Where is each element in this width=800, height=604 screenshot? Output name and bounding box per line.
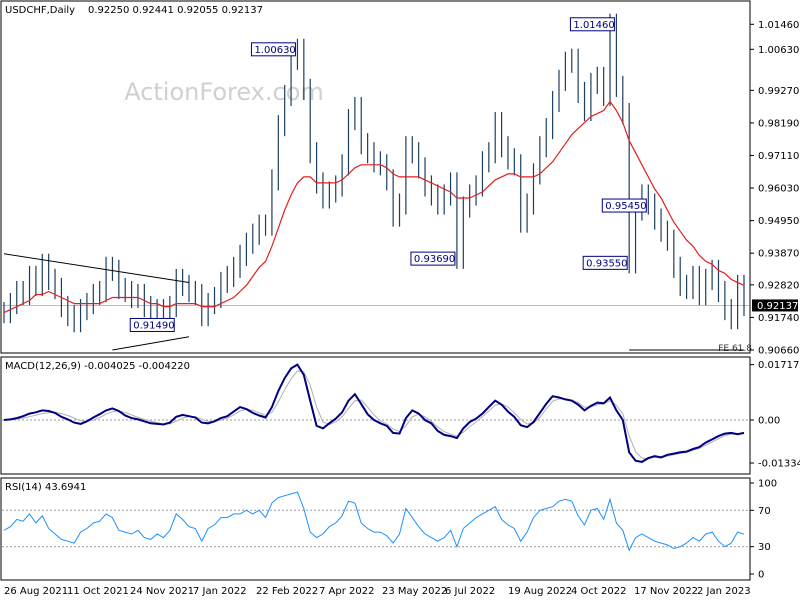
x-axis-label: 17 Nov 2022 — [634, 586, 698, 597]
rsi-pane-title: RSI(14) 43.6941 — [5, 482, 86, 493]
trendline — [3, 253, 190, 283]
price-ytick-label: 0.96030 — [758, 184, 799, 195]
x-axis-label: 23 May 2022 — [382, 586, 447, 597]
x-axis-label: 22 Feb 2022 — [256, 586, 318, 597]
x-axis-label: 24 Nov 2021 — [130, 586, 194, 597]
x-axis-label: 11 Oct 2021 — [67, 586, 129, 597]
annotation-box — [582, 255, 628, 270]
moving-average-line — [3, 100, 745, 314]
annotation-label: 0.95450 — [605, 201, 646, 212]
rsi-series — [2, 491, 749, 552]
x-axis-label: 7 Jan 2022 — [193, 586, 247, 597]
x-axis-label: 4 Oct 2022 — [571, 586, 626, 597]
trendline — [112, 336, 190, 351]
price-ohlc: 0.92250 0.92441 0.92055 0.92137 — [88, 5, 263, 16]
price-ytick-label: 0.91740 — [758, 313, 799, 324]
x-axis-label: 2 Jan 2023 — [697, 586, 751, 597]
price-ytick-label: 0.93870 — [758, 249, 799, 260]
current-price-box — [752, 299, 798, 312]
fe-label: FE 61.8 — [718, 344, 752, 354]
rsi-pane — [0, 477, 751, 581]
price-ytick-label: 1.00630 — [758, 45, 799, 56]
annotation-label: 0.93690 — [414, 254, 455, 265]
annotation-box — [569, 17, 615, 32]
price-ytick-label: 0.99270 — [758, 86, 799, 97]
annotation-label: 1.00630 — [254, 45, 295, 56]
trendlines — [3, 253, 744, 351]
annotation-box — [129, 317, 175, 332]
macd-main-line — [3, 363, 745, 463]
price-pane-title: USDCHF,Daily — [5, 5, 75, 16]
macd-ytick-label: -0.01334 — [758, 459, 800, 470]
macd-ytick-label: 0.00 — [758, 416, 780, 427]
y-axis-labels: 1.01460 1.00630 0.99270 0.98190 0.97110 0.960… — [750, 20, 800, 581]
price-pane — [0, 0, 751, 354]
rsi-ytick-label: 100 — [758, 479, 777, 490]
x-axis-label: 6 Jul 2022 — [445, 586, 495, 597]
price-annotations: 1.01460 1.00630 0.95450 0.93690 0.93550 0.914… — [129, 17, 647, 332]
rsi-ytick-label: 70 — [758, 506, 771, 517]
annotation-label: 1.01460 — [573, 20, 614, 31]
macd-pane-title: MACD(12,26,9) -0.004025 -0.004220 — [5, 361, 190, 372]
watermark: ActionForex.com — [124, 78, 324, 106]
price-ytick-label: 0.92820 — [758, 280, 799, 291]
rsi-ytick-label: 30 — [758, 542, 771, 553]
current-price-label: 0.92137 — [757, 301, 798, 312]
x-axis-label: 7 Apr 2022 — [319, 586, 374, 597]
x-axis-label: 19 Aug 2022 — [508, 586, 572, 597]
rsi-line — [3, 491, 745, 552]
rsi-ytick-label: 0 — [758, 570, 764, 581]
annotation-box — [250, 42, 296, 57]
price-ytick-label: 0.98190 — [758, 118, 799, 129]
x-axis-label: 26 Aug 2021 — [4, 586, 68, 597]
price-ytick-label: 0.94950 — [758, 216, 799, 227]
macd-signal-line — [3, 370, 745, 460]
macd-series — [2, 363, 749, 463]
macd-ytick-label: 0.017176 — [758, 360, 800, 371]
price-ytick-label: 0.97110 — [758, 151, 799, 162]
macd-pane — [0, 356, 751, 475]
price-ytick-label: 0.90660 — [758, 346, 799, 357]
price-ytick-label: 1.01460 — [758, 20, 799, 31]
annotation-box — [410, 251, 456, 266]
annotation-label: 0.91490 — [133, 320, 174, 331]
annotation-box — [601, 198, 647, 213]
annotation-label: 0.93550 — [586, 258, 627, 269]
price-series — [2, 13, 749, 333]
